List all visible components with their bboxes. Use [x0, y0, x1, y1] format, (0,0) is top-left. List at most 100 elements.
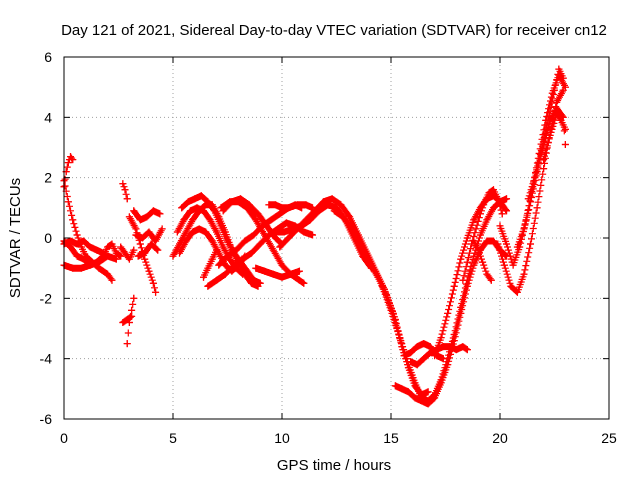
- data-point: [254, 210, 262, 218]
- data-point: [230, 261, 238, 269]
- data-point: [285, 234, 293, 242]
- data-point: [86, 243, 94, 251]
- data-point: [263, 222, 271, 230]
- data-point: [555, 65, 563, 73]
- data-point: [413, 343, 421, 351]
- series-arc-24: [265, 201, 306, 212]
- data-point: [269, 270, 277, 278]
- data-point: [470, 237, 478, 245]
- data-point: [540, 165, 548, 173]
- data-point: [413, 361, 421, 369]
- data-point: [250, 276, 258, 284]
- data-point: [245, 201, 253, 209]
- data-point: [398, 385, 406, 393]
- data-point: [500, 261, 508, 269]
- data-point: [241, 237, 249, 245]
- data-point: [213, 228, 221, 236]
- data-point: [256, 240, 264, 248]
- data-point: [470, 216, 478, 224]
- data-point: [420, 355, 428, 363]
- data-point: [247, 249, 255, 257]
- data-point: [470, 261, 478, 269]
- data-point: [287, 270, 295, 278]
- data-point: [221, 270, 229, 278]
- data-point: [130, 246, 138, 254]
- data-point: [204, 282, 212, 290]
- data-point: [476, 210, 484, 218]
- data-point: [295, 267, 303, 275]
- data-point: [561, 125, 569, 133]
- data-point: [123, 340, 131, 348]
- data-point: [169, 252, 177, 260]
- data-point: [496, 222, 504, 230]
- y-tick-label: 0: [44, 230, 52, 246]
- data-point: [483, 237, 491, 245]
- data-point: [215, 261, 223, 269]
- series-arc-12: [132, 225, 166, 245]
- data-point: [489, 186, 497, 194]
- data-point: [411, 379, 419, 387]
- series-arc-23: [252, 264, 303, 281]
- data-point: [485, 189, 493, 197]
- data-point: [208, 237, 216, 245]
- data-point: [182, 237, 190, 245]
- data-point: [119, 318, 127, 326]
- data-point: [271, 234, 279, 242]
- data-point: [531, 174, 539, 182]
- series-arc-39: [540, 110, 569, 164]
- data-point: [64, 198, 72, 206]
- data-point: [418, 397, 426, 405]
- data-point: [553, 110, 561, 118]
- data-point: [391, 382, 399, 390]
- tick-layer: 0 5 10 15 20 25 -6 -4 -2 0 2 4 6: [40, 49, 617, 446]
- data-point: [178, 204, 186, 212]
- data-point: [136, 240, 144, 248]
- data-point: [278, 261, 286, 269]
- data-point: [457, 255, 465, 263]
- chart-title: Day 121 of 2021, Sidereal Day-to-day VTE…: [61, 22, 607, 39]
- data-point: [527, 240, 535, 248]
- data-point: [311, 207, 319, 215]
- data-point: [69, 156, 77, 164]
- data-point: [77, 264, 85, 272]
- data-point: [250, 231, 258, 239]
- data-point: [424, 400, 432, 408]
- data-point: [173, 228, 181, 236]
- data-point: [463, 346, 471, 354]
- data-point: [206, 216, 214, 224]
- data-point: [69, 216, 77, 224]
- data-point: [479, 258, 487, 266]
- data-point: [553, 98, 561, 106]
- data-point: [184, 198, 192, 206]
- data-point: [437, 379, 445, 387]
- data-point: [224, 252, 231, 260]
- data-point: [553, 104, 561, 112]
- data-point: [80, 237, 88, 245]
- data-point: [278, 273, 286, 281]
- data-point: [117, 243, 125, 251]
- data-point: [99, 249, 107, 257]
- data-point: [252, 264, 260, 272]
- data-point: [267, 216, 275, 224]
- data-point: [420, 340, 428, 348]
- data-point: [219, 207, 227, 215]
- data-point: [503, 195, 511, 203]
- data-point: [561, 140, 569, 148]
- data-point: [387, 306, 395, 314]
- data-point: [176, 249, 184, 257]
- data-point: [125, 255, 133, 263]
- data-point: [339, 213, 347, 221]
- data-point: [300, 279, 308, 287]
- data-point: [112, 249, 120, 257]
- data-point: [136, 216, 144, 224]
- data-point: [489, 237, 497, 245]
- data-point: [228, 198, 236, 206]
- data-point: [193, 204, 201, 212]
- series-arc-6: [119, 180, 131, 203]
- series-arc-30: [407, 343, 471, 369]
- data-point: [221, 261, 229, 269]
- data-point: [95, 258, 103, 266]
- data-point: [224, 237, 231, 245]
- data-point: [232, 246, 240, 254]
